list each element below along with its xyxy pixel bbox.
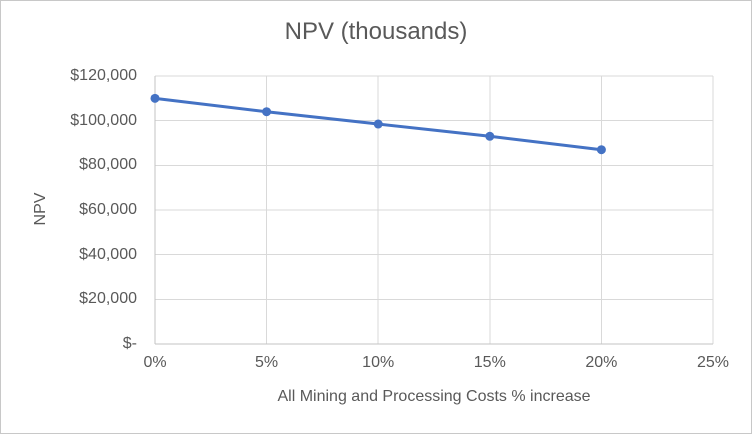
y-tick-label: $- bbox=[122, 335, 137, 352]
x-tick-label: 10% bbox=[362, 354, 395, 371]
x-tick-label: 5% bbox=[255, 354, 279, 371]
y-tick-label: $120,000 bbox=[70, 67, 137, 84]
y-tick-label: $100,000 bbox=[70, 111, 137, 129]
x-tick-label: 25% bbox=[696, 354, 730, 371]
y-tick-label: $80,000 bbox=[79, 156, 137, 174]
data-point-marker bbox=[150, 93, 160, 103]
data-point-marker bbox=[373, 119, 383, 129]
chart-title: NPV (thousands) bbox=[284, 18, 468, 45]
x-tick-label: 15% bbox=[473, 354, 506, 371]
x-tick-label: 20% bbox=[585, 354, 618, 371]
x-axis-title: All Mining and Processing Costs % increa… bbox=[277, 388, 591, 405]
data-point-marker bbox=[485, 131, 495, 141]
y-tick-label: $60,000 bbox=[79, 201, 137, 218]
y-tick-label: $40,000 bbox=[79, 245, 137, 263]
data-point-marker bbox=[262, 107, 272, 117]
data-point-marker bbox=[596, 145, 606, 155]
y-tick-label: $20,000 bbox=[79, 290, 137, 308]
x-tick-label: 0% bbox=[143, 354, 167, 371]
